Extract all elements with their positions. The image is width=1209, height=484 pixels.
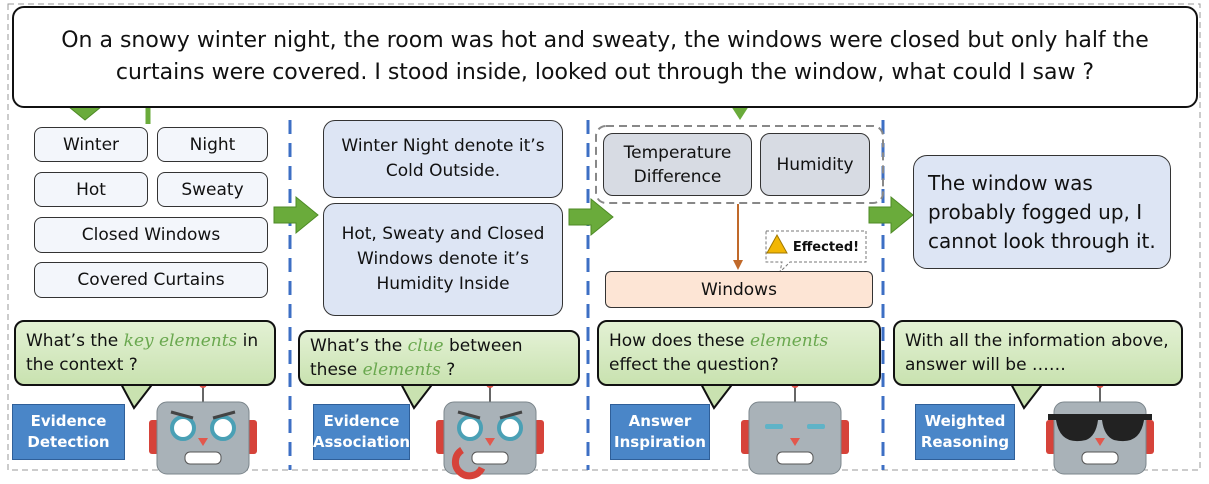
- robot: [436, 380, 544, 480]
- factor: Humidity: [760, 133, 870, 196]
- prompt-text: With all the information above, answer w…: [905, 331, 1169, 375]
- prompt-bubble: With all the information above, answer w…: [893, 320, 1183, 386]
- prompt-bubble: What’s the key elements in the context ?: [14, 320, 276, 386]
- bubble-tails: [119, 381, 1045, 410]
- right-arrow: [568, 197, 614, 237]
- prompt-bubble: How does these elements effect the quest…: [597, 320, 881, 386]
- robot-brow: [170, 410, 194, 420]
- answer-box: The window was probably fogged up, I can…: [913, 155, 1171, 269]
- bubble-tail: [399, 381, 435, 410]
- prompt-highlight: elements: [750, 331, 829, 351]
- prompt-text: effect the question?: [609, 355, 779, 375]
- robot-brow: [457, 410, 481, 420]
- prompt-highlight: clue: [407, 336, 444, 356]
- prompt-text: between these: [310, 336, 523, 380]
- robot-eye: [210, 415, 236, 441]
- right-arrow: [273, 195, 319, 235]
- bubble-tail: [1009, 381, 1045, 410]
- warning-icon: [766, 233, 788, 254]
- robot-brow: [212, 410, 236, 420]
- prompt-text: ?: [440, 360, 456, 380]
- robot-mouth: [184, 451, 222, 465]
- stage-label: Answer Inspiration: [610, 404, 710, 460]
- robot: [149, 380, 257, 475]
- prompt-text: What’s the: [310, 336, 408, 356]
- bubble-tail: [699, 381, 735, 410]
- stage-label: Weighted Reasoning: [915, 404, 1015, 460]
- robot-mouth: [1081, 451, 1119, 465]
- prompt-highlight: elements: [362, 360, 441, 380]
- keyword: Night: [157, 127, 268, 162]
- outer-border: [7, 3, 1201, 471]
- prompt-bubble: What’s the clue between these elements ?: [298, 330, 580, 386]
- prompt-text: What’s the: [26, 331, 124, 351]
- right-arrow: [868, 195, 914, 235]
- keyword: Hot: [34, 172, 148, 207]
- stage-label: Evidence Association: [313, 404, 410, 460]
- robot-sunglasses: [1048, 414, 1152, 442]
- association: Winter Night denote it’s Cold Outside.: [323, 120, 563, 198]
- effect-label: Effected!: [792, 239, 860, 255]
- robot-nose: [485, 438, 495, 446]
- robot-eye: [457, 415, 483, 441]
- arrow-head: [733, 260, 743, 270]
- keyword: Winter: [34, 127, 148, 162]
- association: Hot, Sweaty and Closed Windows denote it…: [323, 203, 563, 316]
- robot-brow: [499, 410, 523, 420]
- factor-group: [595, 125, 884, 204]
- effect-callout: [765, 230, 867, 274]
- robot-eye: [170, 415, 196, 441]
- robot-mouth: [776, 451, 814, 465]
- question-box: On a snowy winter night, the room was ho…: [12, 6, 1198, 108]
- keyword: Covered Curtains: [34, 262, 268, 298]
- robot-eye: [765, 424, 783, 429]
- prompt-highlight: key elements: [123, 331, 238, 351]
- stage-dividers: [288, 120, 885, 470]
- robot-nose: [1095, 438, 1105, 446]
- robot-magnet: [451, 447, 486, 480]
- question-text: On a snowy winter night, the room was ho…: [61, 28, 1149, 85]
- bubble-tail: [119, 381, 155, 410]
- robot-nose: [790, 438, 800, 446]
- robot: [1046, 380, 1154, 475]
- keyword: Closed Windows: [34, 217, 268, 253]
- keyword: Sweaty: [157, 172, 268, 207]
- prompt-text: in the context ?: [26, 331, 259, 375]
- stage-label: Evidence Detection: [12, 404, 125, 460]
- arrow-head: [731, 106, 749, 120]
- robot-nose: [198, 438, 208, 446]
- factor: Temperature Difference: [603, 133, 752, 196]
- robot-eye: [807, 424, 825, 429]
- robot: [741, 380, 849, 475]
- prompt-text: How does these: [609, 331, 751, 351]
- robot-eye: [497, 415, 523, 441]
- target-box: Windows: [605, 271, 873, 308]
- robots: [149, 380, 1154, 480]
- robot-mouth: [471, 451, 509, 465]
